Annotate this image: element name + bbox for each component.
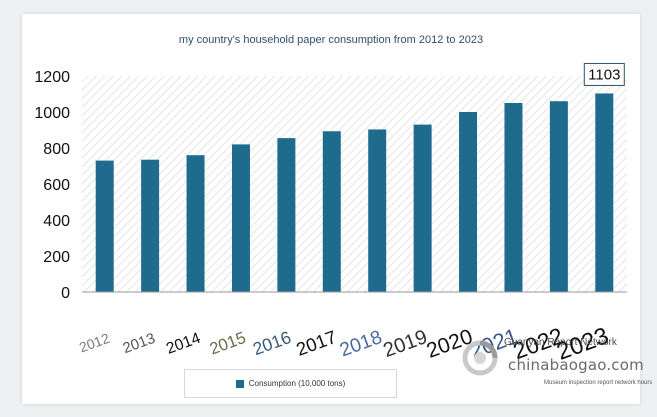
watermark-note: Museum inspection report network hours [544, 380, 653, 386]
bar [459, 112, 478, 292]
bar [504, 103, 523, 292]
chart-card: my country's household paper consumption… [22, 14, 640, 404]
bar [141, 159, 160, 292]
x-tick-label: 2018 [337, 326, 385, 361]
callout-label: 1103 [588, 66, 620, 83]
bar [231, 144, 250, 292]
watermark-name: Guanyan Report Network [504, 337, 617, 348]
x-tick-label: 2019 [380, 326, 430, 362]
bar [186, 155, 205, 292]
y-tick-label: 200 [43, 249, 70, 266]
bar [595, 93, 614, 293]
bar [95, 160, 114, 292]
chart-title: my country's household paper consumption… [178, 34, 484, 46]
callout-box [583, 62, 625, 86]
x-tick-label: 2014 [164, 330, 203, 358]
watermark: Guanyan Report Network chinabaogao.com M… [460, 330, 652, 404]
bar [277, 138, 296, 292]
x-tick-label: 2013 [121, 331, 158, 357]
y-tick-label: 1000 [34, 105, 70, 122]
legend-label: Consumption (10,000 tons) [248, 379, 346, 388]
bar [368, 129, 387, 292]
x-tick-label: 2015 [207, 328, 248, 359]
y-tick-label: 800 [43, 141, 70, 158]
x-tick-label: 2012 [77, 330, 112, 356]
bar [549, 101, 568, 292]
bar [413, 124, 432, 292]
watermark-site: chinabaogao.com [508, 356, 644, 374]
plot-background [82, 76, 627, 292]
bar [322, 131, 341, 292]
y-tick-label: 400 [43, 213, 70, 230]
y-tick-label: 600 [43, 177, 70, 194]
legend: Consumption (10,000 tons) [184, 369, 397, 398]
y-tick-label: 0 [61, 285, 70, 302]
legend-swatch [235, 379, 244, 388]
y-tick-label: 1200 [34, 69, 70, 86]
x-tick-label: 2016 [250, 327, 294, 359]
x-tick-label: 2017 [293, 326, 339, 360]
watermark-logo [462, 340, 498, 376]
